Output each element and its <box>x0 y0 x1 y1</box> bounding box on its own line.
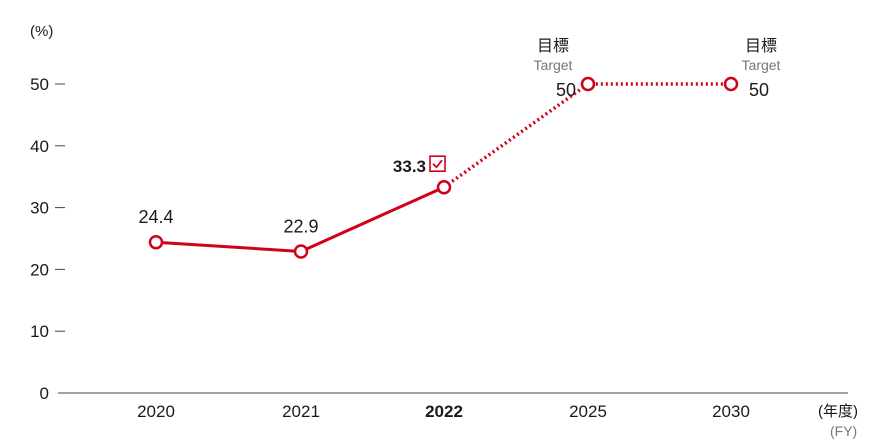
y-tick-label: 10 <box>30 322 49 341</box>
target-label-jp: 目標 <box>537 37 569 55</box>
x-tick-label: 2021 <box>282 402 320 421</box>
data-label: 24.4 <box>138 207 173 227</box>
series-lines <box>155 82 731 253</box>
target-value-label: 50 <box>556 80 576 100</box>
target-label-en: Target <box>534 57 573 73</box>
data-point <box>148 234 164 250</box>
x-axis: 2020 2021 2022 2025 2030 <box>137 402 750 421</box>
data-label: 22.9 <box>283 216 318 236</box>
target-data-point <box>723 76 739 92</box>
target-series-line <box>442 82 731 189</box>
y-tick-label: 40 <box>30 137 49 156</box>
x-tick-label: 2030 <box>712 402 750 421</box>
target-label-jp: 目標 <box>745 37 777 55</box>
target-value-label: 50 <box>749 80 769 100</box>
x-axis-unit-label: (年度) <box>818 403 858 420</box>
y-tick-label: 50 <box>30 75 49 94</box>
target-label-en: Target <box>742 57 781 73</box>
y-tick-label: 30 <box>30 199 49 218</box>
y-axis-unit-label: (%) <box>30 23 53 40</box>
x-axis-unit-sublabel: (FY) <box>830 423 857 439</box>
x-tick-label: 2025 <box>569 402 607 421</box>
series-points <box>148 76 739 259</box>
y-tick-label: 20 <box>30 260 49 279</box>
y-tick-label: 0 <box>40 384 49 403</box>
y-axis: 0 10 20 30 40 50 <box>30 75 65 403</box>
data-point <box>293 244 309 259</box>
data-point <box>436 179 452 195</box>
x-tick-label: 2020 <box>137 402 175 421</box>
x-tick-label: 2022 <box>425 402 463 421</box>
target-data-point <box>580 76 596 92</box>
checkbox-check-icon <box>429 155 446 173</box>
data-labels: 24.4 22.9 33.3 目標 Target 50 目標 Target 50 <box>138 37 780 236</box>
data-label-highlight: 33.3 <box>393 157 426 176</box>
